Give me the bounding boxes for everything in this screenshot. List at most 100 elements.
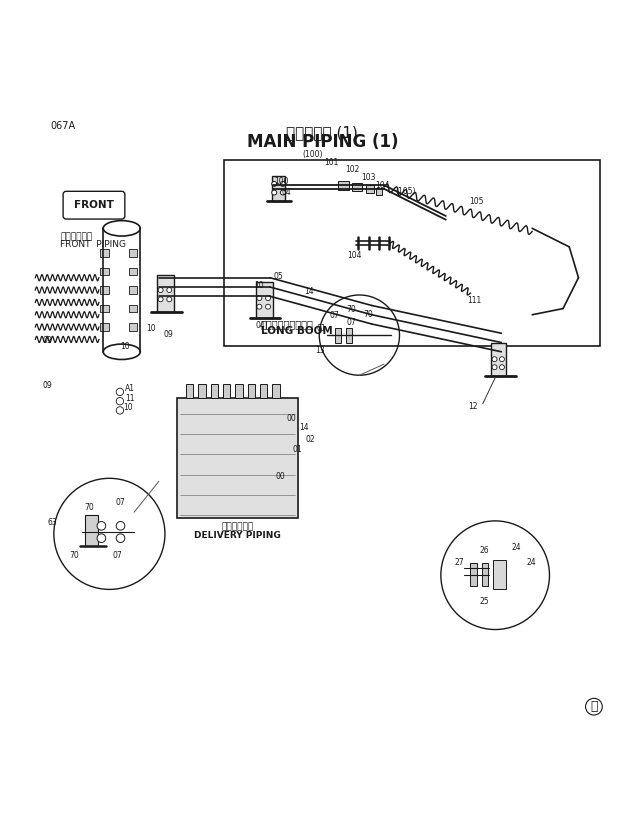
Bar: [471, 563, 477, 586]
Bar: [157, 275, 174, 312]
Bar: [224, 160, 600, 346]
Circle shape: [116, 407, 123, 414]
Circle shape: [158, 288, 163, 293]
Text: 05: 05: [273, 272, 283, 281]
Circle shape: [116, 534, 125, 543]
Circle shape: [265, 304, 270, 309]
Text: 01: 01: [293, 445, 303, 454]
Text: 24: 24: [512, 543, 521, 552]
Bar: [128, 305, 137, 313]
Circle shape: [500, 356, 505, 361]
Text: LONG BOOM: LONG BOOM: [260, 327, 332, 337]
Text: 70: 70: [347, 305, 356, 314]
Circle shape: [272, 190, 277, 195]
Text: 07: 07: [330, 312, 340, 321]
Text: 25: 25: [479, 597, 489, 606]
Bar: [255, 282, 273, 318]
Text: 07: 07: [116, 499, 125, 508]
Text: 02: 02: [305, 435, 315, 444]
Text: デリベリ配管: デリベリ配管: [221, 523, 254, 532]
Bar: [272, 176, 285, 201]
Bar: [100, 323, 108, 331]
Bar: [247, 385, 255, 398]
Bar: [100, 286, 108, 294]
Text: DELIVERY PIPING: DELIVERY PIPING: [194, 531, 281, 540]
Bar: [186, 385, 193, 398]
Text: 13: 13: [315, 346, 325, 355]
Text: 09: 09: [163, 330, 173, 339]
Text: 11: 11: [125, 394, 135, 403]
Text: 10: 10: [120, 342, 130, 351]
Bar: [260, 385, 267, 398]
Text: フロント配管: フロント配管: [60, 232, 92, 241]
Text: 09: 09: [42, 336, 52, 345]
Bar: [85, 515, 99, 546]
Text: 70: 70: [69, 551, 79, 560]
Text: 26: 26: [480, 546, 489, 555]
Bar: [100, 249, 108, 256]
Circle shape: [116, 388, 123, 395]
Bar: [491, 342, 507, 376]
Bar: [366, 184, 374, 194]
Bar: [376, 188, 382, 195]
Text: 07: 07: [113, 551, 122, 560]
Text: MAIN PIPING (1): MAIN PIPING (1): [247, 133, 398, 151]
Text: 01: 01: [316, 324, 326, 332]
Text: 14: 14: [304, 287, 314, 296]
Circle shape: [280, 181, 285, 186]
Text: 04: 04: [255, 322, 265, 330]
Bar: [335, 327, 341, 342]
Bar: [100, 305, 108, 313]
Text: ロングブーム装置時: ロングブーム装置時: [260, 319, 314, 329]
Circle shape: [158, 297, 163, 302]
Text: 07: 07: [347, 318, 356, 327]
Circle shape: [97, 534, 105, 543]
Bar: [128, 286, 137, 294]
Bar: [100, 268, 108, 275]
Bar: [128, 268, 137, 275]
Text: 10: 10: [146, 324, 156, 332]
Circle shape: [116, 398, 123, 405]
Text: 24: 24: [526, 558, 536, 567]
Bar: [128, 249, 137, 256]
Circle shape: [167, 297, 172, 302]
Circle shape: [500, 365, 505, 370]
Text: 103: 103: [361, 173, 376, 182]
Text: メイン配管 (1): メイン配管 (1): [286, 125, 358, 140]
Bar: [223, 385, 231, 398]
Bar: [211, 385, 218, 398]
Text: 104: 104: [376, 181, 390, 190]
Circle shape: [257, 304, 262, 309]
Text: 10: 10: [123, 403, 133, 412]
Text: 14: 14: [299, 423, 309, 433]
Text: 111: 111: [467, 296, 482, 305]
Text: FRONT: FRONT: [74, 200, 114, 210]
Text: 00: 00: [275, 472, 285, 481]
Text: 70: 70: [363, 310, 373, 319]
Bar: [493, 560, 507, 590]
Text: 27: 27: [454, 558, 464, 567]
Circle shape: [116, 522, 125, 530]
Circle shape: [97, 522, 105, 530]
Text: (100): (100): [303, 150, 324, 159]
Text: 09: 09: [42, 381, 52, 390]
Bar: [177, 398, 298, 519]
Text: 04: 04: [281, 188, 291, 197]
Circle shape: [280, 190, 285, 195]
Bar: [272, 385, 280, 398]
Text: 104: 104: [347, 251, 361, 260]
Circle shape: [272, 181, 277, 186]
Bar: [352, 183, 362, 191]
Text: 63: 63: [47, 518, 57, 527]
Text: FRONT  PIPING: FRONT PIPING: [60, 240, 126, 249]
Text: A1: A1: [125, 385, 135, 394]
Text: 00: 00: [286, 414, 296, 423]
Bar: [198, 385, 206, 398]
Text: 12: 12: [468, 402, 477, 410]
Bar: [338, 181, 349, 190]
Text: (105): (105): [396, 187, 416, 196]
Circle shape: [492, 365, 497, 370]
Text: 105: 105: [469, 198, 484, 206]
Circle shape: [257, 295, 262, 300]
Text: 067A: 067A: [51, 122, 76, 131]
